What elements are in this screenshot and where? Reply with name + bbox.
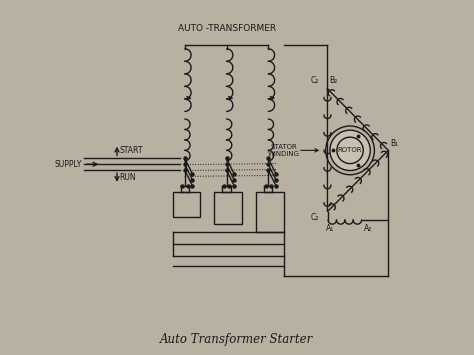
Text: RUN: RUN xyxy=(119,173,136,182)
Circle shape xyxy=(330,130,370,170)
Text: B₂: B₂ xyxy=(329,76,337,85)
Text: B₁: B₁ xyxy=(390,138,398,148)
Text: STATOR
WINDING: STATOR WINDING xyxy=(268,144,300,157)
Text: AUTO -TRANSFORMER: AUTO -TRANSFORMER xyxy=(177,24,275,33)
Text: ROTOR: ROTOR xyxy=(338,147,362,153)
Text: C₂: C₂ xyxy=(310,213,319,222)
Text: START: START xyxy=(119,146,143,155)
Bar xyxy=(173,192,201,217)
Text: A₂: A₂ xyxy=(364,224,373,233)
Bar xyxy=(256,192,284,232)
Text: SUPPLY: SUPPLY xyxy=(55,160,82,169)
Text: A₁: A₁ xyxy=(326,224,334,233)
Text: C₂: C₂ xyxy=(310,76,319,85)
Bar xyxy=(214,192,242,224)
Text: Auto Transformer Starter: Auto Transformer Starter xyxy=(160,333,314,346)
